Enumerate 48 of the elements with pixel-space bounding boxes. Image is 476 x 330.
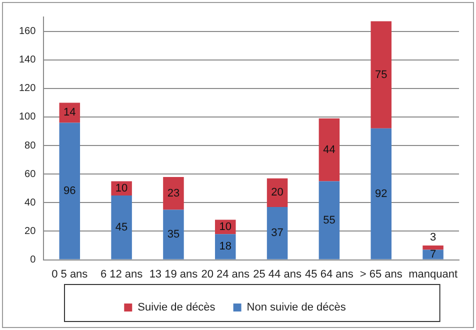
bar xyxy=(422,250,444,260)
bar xyxy=(163,176,184,210)
data-label: 92 xyxy=(375,188,388,200)
data-label: 7 xyxy=(430,248,436,261)
y-tick-label: 60 xyxy=(24,168,36,180)
legend-label: Suivie de décès xyxy=(138,302,216,314)
x-tick-label: 20 24 ans xyxy=(201,268,250,280)
legend-label: Non suivie de décès xyxy=(246,302,346,314)
data-label: 45 xyxy=(115,221,128,234)
data-label: 3 xyxy=(430,232,436,244)
x-tick-label: 25 44 ans xyxy=(253,268,302,280)
y-tick-label: 80 xyxy=(24,140,36,152)
data-label: 44 xyxy=(323,144,336,156)
y-tick-label: 160 xyxy=(18,26,36,38)
x-tick-label: > 65 ans xyxy=(360,268,403,280)
data-label: 96 xyxy=(64,185,76,198)
bar xyxy=(266,178,288,207)
bar xyxy=(163,210,184,260)
bar xyxy=(370,128,392,260)
y-tick-label: 0 xyxy=(30,254,36,266)
x-tick-label: 45 64 ans xyxy=(305,268,354,280)
x-tick-label: manquant xyxy=(408,268,458,280)
data-label: 23 xyxy=(167,187,180,200)
data-label: 35 xyxy=(167,228,180,241)
data-label: 55 xyxy=(323,214,336,226)
x-tick-label: 6 12 ans xyxy=(100,268,144,280)
bar xyxy=(59,122,80,260)
x-tick-label: 0 5 ans xyxy=(52,268,88,280)
x-tick-label: 13 19 ans xyxy=(149,268,198,280)
data-label: 20 xyxy=(271,186,284,199)
data-label: 75 xyxy=(375,68,388,81)
data-label: 14 xyxy=(64,106,76,119)
bar xyxy=(318,118,340,182)
data-label: 18 xyxy=(219,240,232,253)
y-tick-label: 100 xyxy=(18,112,36,123)
bar xyxy=(111,196,132,260)
data-label: 10 xyxy=(115,182,128,194)
bar xyxy=(422,246,444,250)
data-label: 10 xyxy=(219,220,232,233)
bar xyxy=(215,234,236,260)
bar xyxy=(318,181,340,260)
data-label: 37 xyxy=(271,227,284,240)
y-tick-label: 120 xyxy=(18,83,36,94)
y-tick-label: 140 xyxy=(18,54,36,66)
y-tick-label: 20 xyxy=(24,226,36,237)
bar xyxy=(370,21,392,128)
bar xyxy=(266,206,288,260)
y-tick-label: 40 xyxy=(24,197,36,208)
